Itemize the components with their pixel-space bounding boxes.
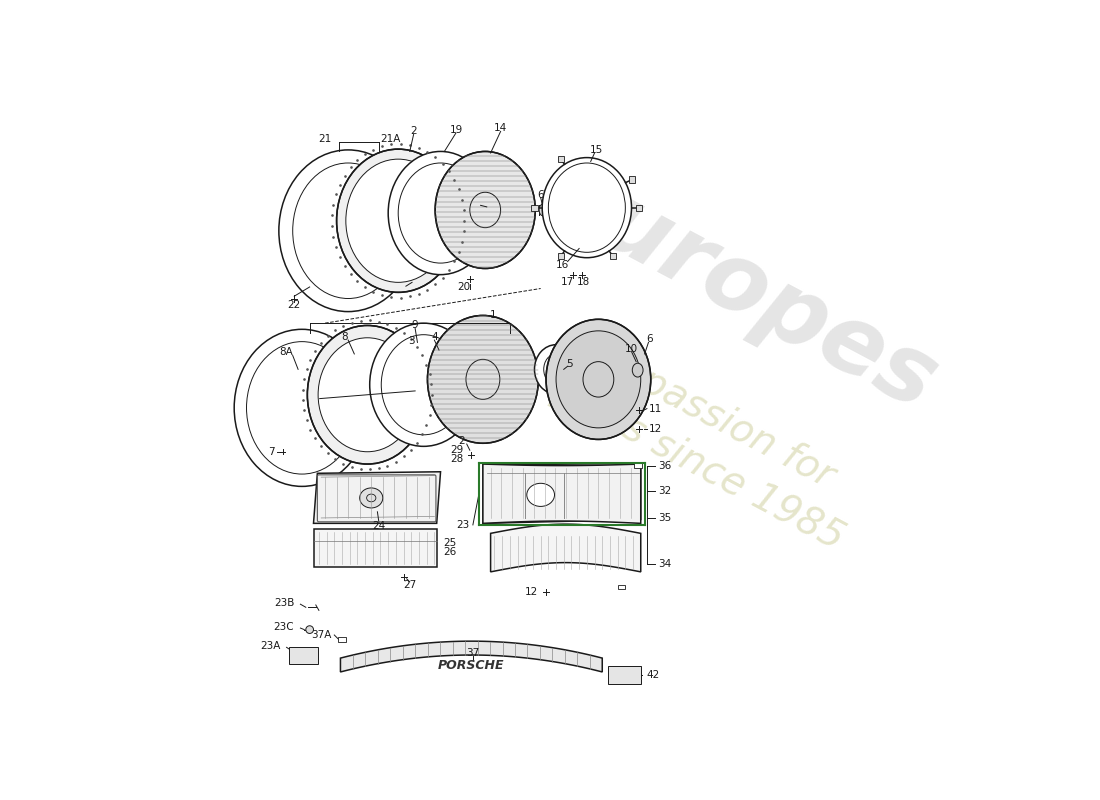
Text: 22: 22 bbox=[287, 301, 301, 310]
Polygon shape bbox=[483, 464, 640, 523]
Text: 34: 34 bbox=[658, 559, 671, 569]
Text: 35: 35 bbox=[658, 513, 671, 523]
Ellipse shape bbox=[632, 363, 644, 377]
Text: 19: 19 bbox=[449, 125, 463, 135]
Ellipse shape bbox=[337, 149, 460, 292]
Text: 27: 27 bbox=[403, 580, 417, 590]
Text: a passion for
parts since 1985: a passion for parts since 1985 bbox=[546, 327, 874, 558]
Text: 42: 42 bbox=[647, 670, 660, 680]
Text: europes: europes bbox=[529, 146, 953, 430]
Ellipse shape bbox=[527, 483, 554, 506]
Text: 11: 11 bbox=[649, 404, 662, 414]
Polygon shape bbox=[314, 472, 440, 523]
Text: 9: 9 bbox=[411, 321, 418, 330]
Text: 28: 28 bbox=[450, 454, 464, 465]
Text: 20: 20 bbox=[458, 282, 470, 292]
Ellipse shape bbox=[535, 345, 578, 394]
Text: 8: 8 bbox=[341, 332, 348, 342]
Text: 32: 32 bbox=[658, 486, 671, 496]
Text: 12: 12 bbox=[649, 424, 662, 434]
Bar bbox=[338, 638, 345, 642]
Bar bbox=[636, 205, 642, 210]
Bar bbox=[608, 666, 641, 684]
Ellipse shape bbox=[539, 204, 548, 216]
Ellipse shape bbox=[345, 159, 451, 282]
Text: 6: 6 bbox=[647, 334, 653, 344]
Ellipse shape bbox=[360, 488, 383, 508]
Text: 15: 15 bbox=[590, 145, 603, 155]
Text: 5: 5 bbox=[566, 359, 573, 369]
Text: 29: 29 bbox=[450, 445, 464, 455]
Ellipse shape bbox=[307, 326, 428, 464]
Text: 14: 14 bbox=[494, 123, 507, 134]
Ellipse shape bbox=[546, 319, 651, 439]
Text: 26: 26 bbox=[443, 547, 456, 557]
Bar bbox=[558, 156, 563, 162]
Text: 37A: 37A bbox=[311, 630, 331, 640]
Ellipse shape bbox=[278, 150, 418, 312]
Bar bbox=[634, 463, 641, 468]
Text: 23A: 23A bbox=[260, 641, 280, 650]
Ellipse shape bbox=[428, 315, 538, 443]
Ellipse shape bbox=[557, 331, 641, 428]
Text: 8A: 8A bbox=[279, 346, 294, 357]
Ellipse shape bbox=[542, 158, 631, 258]
Ellipse shape bbox=[234, 330, 370, 486]
Text: 17: 17 bbox=[561, 278, 574, 287]
Ellipse shape bbox=[436, 151, 536, 269]
Text: PORSCHE: PORSCHE bbox=[438, 658, 505, 671]
Bar bbox=[618, 586, 625, 589]
Text: 12: 12 bbox=[525, 587, 538, 597]
Text: 2: 2 bbox=[410, 126, 417, 137]
Ellipse shape bbox=[318, 338, 417, 452]
Text: 3: 3 bbox=[408, 336, 415, 346]
Ellipse shape bbox=[306, 626, 313, 634]
Text: 25: 25 bbox=[443, 538, 456, 547]
Text: 7: 7 bbox=[268, 446, 275, 457]
Text: 2: 2 bbox=[459, 436, 465, 446]
Text: 4: 4 bbox=[431, 332, 438, 342]
Bar bbox=[629, 177, 636, 182]
Text: 21A: 21A bbox=[381, 134, 400, 144]
Bar bbox=[289, 647, 318, 664]
Text: 6: 6 bbox=[537, 190, 544, 199]
Polygon shape bbox=[491, 524, 640, 572]
Polygon shape bbox=[483, 464, 640, 523]
Text: 10: 10 bbox=[625, 343, 638, 354]
Bar bbox=[558, 254, 563, 259]
Text: 21: 21 bbox=[318, 134, 332, 144]
Bar bbox=[609, 254, 616, 259]
Ellipse shape bbox=[370, 323, 477, 446]
Text: 18: 18 bbox=[576, 278, 590, 287]
Text: 37: 37 bbox=[466, 649, 480, 658]
Text: 23C: 23C bbox=[274, 622, 295, 632]
Text: 23B: 23B bbox=[274, 598, 295, 608]
Bar bbox=[314, 529, 437, 567]
Text: 24: 24 bbox=[372, 521, 386, 530]
Ellipse shape bbox=[388, 151, 493, 274]
Text: 36: 36 bbox=[658, 461, 671, 470]
Bar bbox=[531, 205, 538, 210]
Polygon shape bbox=[341, 641, 603, 672]
Text: 23: 23 bbox=[456, 520, 470, 530]
Text: 1: 1 bbox=[490, 310, 496, 321]
Text: 16: 16 bbox=[556, 261, 569, 270]
